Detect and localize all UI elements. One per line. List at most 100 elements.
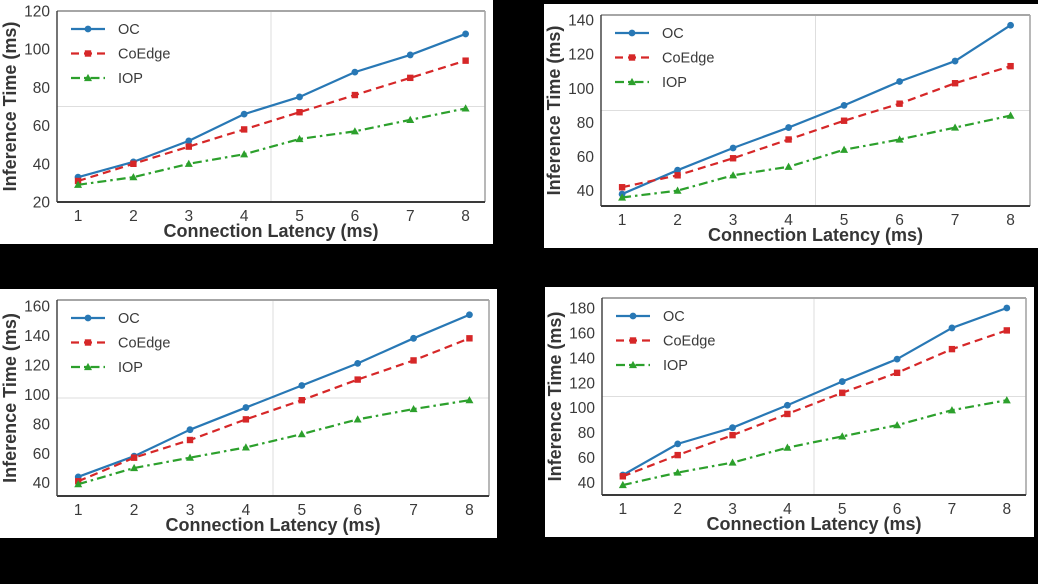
marker-oc [729,424,736,432]
marker-iop [618,480,627,489]
marker-oc [785,124,792,131]
series-oc [618,21,1014,198]
svg-text:120: 120 [568,47,594,64]
marker-iop [947,406,956,414]
marker-coedge [354,376,361,383]
svg-text:80: 80 [33,416,51,433]
svg-text:60: 60 [577,149,595,166]
marker-iop [129,173,138,181]
marker-coedge [729,431,736,439]
legend-label: IOP [118,360,143,376]
marker-iop [1006,111,1015,119]
legend-marker-coedge [84,339,92,346]
legend-label: OC [118,311,140,327]
legend-label: OC [118,22,140,38]
y-axis-label: Inference Time (ms) [545,312,565,482]
marker-iop [729,171,738,179]
legend-label: OC [663,309,685,325]
marker-oc [186,426,194,434]
marker-coedge [896,100,903,107]
svg-text:6: 6 [895,212,904,229]
axes-spines [600,14,1031,207]
marker-iop [783,443,792,451]
legend-item-iop: IOP [616,358,688,374]
marker-iop [673,186,682,194]
marker-coedge [951,80,959,87]
legend-marker-iop [84,362,92,371]
series-line-coedge [621,65,1011,189]
legend-item-oc: OC [71,22,140,38]
marker-coedge [784,410,791,418]
svg-text:3: 3 [184,208,193,225]
y-tick-labels: 40 60 80 100 120 140 160 180 [569,300,595,492]
series-line-iop [77,399,470,486]
marker-coedge [296,109,303,116]
series-line-oc [621,24,1012,196]
marker-coedge [466,335,473,342]
legend-item-iop: IOP [71,360,143,376]
legend-label: CoEdge [663,334,715,350]
svg-text:80: 80 [33,80,51,97]
series-line-coedge [622,329,1008,478]
line-chart-bottom-left: 40 60 80 100 120 140 160 1 2 3 4 5 6 7 8 Connection Lat… [0,298,490,535]
marker-iop [1002,396,1011,404]
marker-iop [74,180,83,188]
svg-text:2: 2 [129,208,138,225]
marker-iop [240,150,249,158]
marker-iop [895,135,904,143]
svg-text:1: 1 [74,502,83,519]
svg-text:140: 140 [569,350,595,367]
legend-marker-iop [84,73,92,82]
axes-spines [56,10,486,203]
marker-oc [240,110,248,118]
svg-text:100: 100 [24,42,50,59]
line-chart-top-right: 40 60 80 100 120 140 1 2 3 4 5 6 7 8 Connection Latenc… [544,13,1031,245]
legend-marker-oc [84,25,92,33]
marker-coedge [462,57,469,64]
legend-item-coedge: CoEdge [615,51,714,67]
svg-text:5: 5 [297,502,306,519]
legend-item-iop: IOP [615,75,687,91]
svg-text:5: 5 [840,212,849,229]
svg-text:60: 60 [33,446,51,463]
series-line-oc [622,306,1008,477]
legend-marker-oc [628,29,636,37]
svg-text:3: 3 [186,502,195,519]
chart-panel-top-left: 20 40 60 80 100 120 1 2 3 4 5 6 7 8 Connection Latency… [0,0,493,244]
legend-item-oc: OC [616,309,685,325]
marker-coedge [407,74,414,82]
y-tick-labels: 40 60 80 100 120 140 160 [24,298,50,492]
legend: OC CoEdge IOP [71,22,170,87]
marker-oc [410,334,417,342]
marker-coedge [729,155,737,162]
x-tick-labels: 1 2 3 4 5 6 7 8 [74,502,474,519]
marker-coedge [839,389,846,396]
legend-label: OC [662,26,684,42]
svg-text:140: 140 [568,13,594,30]
series-line-oc [77,32,467,179]
legend-marker-coedge [84,50,92,57]
marker-oc [1003,304,1011,312]
x-axis-label: Connection Latency (ms) [165,515,380,535]
marker-oc [674,440,682,448]
legend-label: CoEdge [118,47,170,63]
series-coedge [619,327,1011,480]
marker-coedge [130,160,137,167]
legend-marker-iop [628,77,636,86]
x-tick-labels: 1 2 3 4 5 6 7 8 [619,501,1012,518]
series-line-iop [77,107,466,186]
series-line-iop [621,114,1011,199]
svg-text:60: 60 [578,450,596,467]
legend-item-oc: OC [71,311,140,327]
marker-oc [242,404,250,411]
marker-oc [893,355,901,363]
marker-coedge [1007,62,1014,70]
marker-oc [351,68,359,76]
legend-label: CoEdge [118,336,170,352]
legend-item-oc: OC [615,26,684,42]
marker-coedge [242,416,250,423]
x-axis-label: Connection Latency (ms) [708,225,923,245]
chart-panel-bottom-right: 40 60 80 100 120 140 160 180 1 2 3 4 5 6 7 8 Connection … [545,287,1034,537]
marker-coedge [240,126,248,133]
marker-iop [295,134,304,143]
